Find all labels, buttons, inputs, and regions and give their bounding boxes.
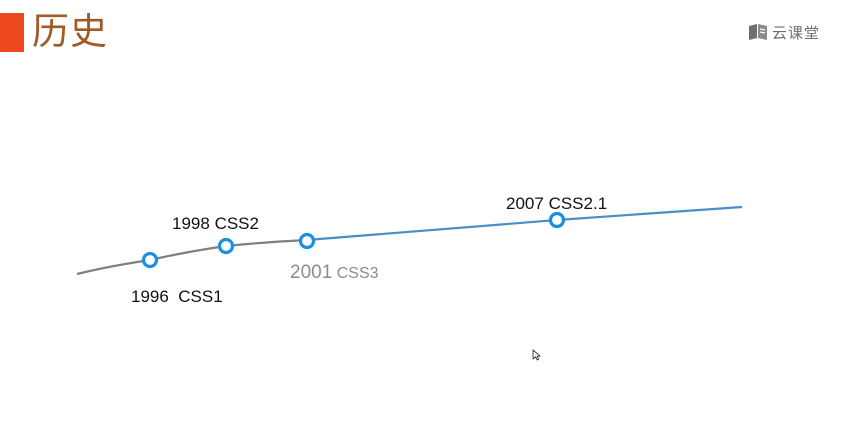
event-sep	[169, 287, 178, 306]
event-year: 2001	[290, 262, 333, 283]
timeline-label-2007: 2007 CSS2.1	[506, 194, 607, 214]
event-year: 1996	[131, 287, 169, 306]
brand-logo: 云课堂	[748, 21, 820, 43]
timeline-label-1998: 1998 CSS2	[172, 214, 259, 234]
timeline-label-1996: 1996 CSS1	[131, 287, 223, 307]
event-year: 1998	[172, 214, 210, 233]
brand-logo-text: 云课堂	[772, 23, 821, 42]
book-logo-icon	[749, 24, 767, 40]
timeline-label-2001: 2001 CSS3	[290, 262, 379, 284]
event-year: 2007	[506, 194, 544, 213]
event-name: CSS2	[214, 214, 259, 233]
timeline-curve-gray	[76, 238, 308, 276]
timeline-marker-1998	[217, 237, 235, 255]
event-name: CSS2.1	[548, 194, 608, 213]
title-accent-bar	[0, 13, 24, 52]
timeline-marker-2001	[298, 232, 316, 250]
event-name: CSS3	[336, 265, 379, 282]
timeline-marker-1996	[141, 251, 159, 269]
slide-title: 历史	[32, 10, 108, 53]
timeline-marker-2007	[548, 211, 566, 229]
mouse-pointer-icon	[532, 349, 541, 361]
event-name: CSS1	[178, 287, 223, 306]
